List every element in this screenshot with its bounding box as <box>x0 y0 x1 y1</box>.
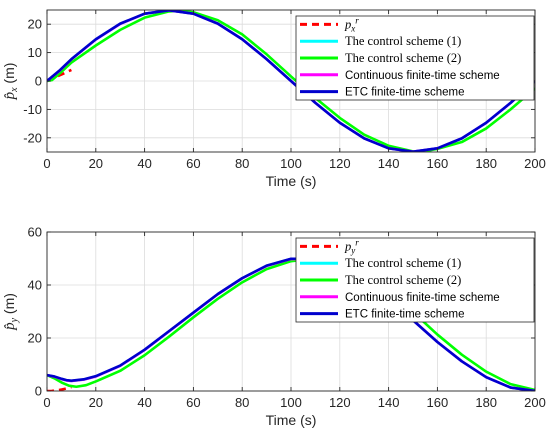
series-line-5 <box>47 10 535 152</box>
y-tick-label: -20 <box>23 130 42 145</box>
x-tick-label: 0 <box>43 156 50 171</box>
x-tick-label: 0 <box>43 395 50 410</box>
x-tick-label: 40 <box>137 156 151 171</box>
x-tick-label: 180 <box>475 156 497 171</box>
y-axis-label-subscript: x <box>9 87 20 93</box>
x-tick-label: 20 <box>89 156 103 171</box>
x-tick-label: 200 <box>524 156 546 171</box>
y-tick-label: -10 <box>23 102 42 117</box>
legend-label-4: Continuous finite-time scheme <box>345 292 500 304</box>
x-axis-label: Time (s) <box>266 173 317 189</box>
y-axis-label-subscript: y <box>9 317 20 323</box>
series-group <box>47 257 535 391</box>
legend-subscript: y <box>350 245 355 255</box>
legend-symbol: p <box>344 239 351 253</box>
chart-2: 0 20 40 60 80 100 120 140 160 180 200 0 20 40 60 Time (… <box>1 225 546 429</box>
y-axis-label: p̂x (m) <box>1 63 20 101</box>
chart-1: 0 20 40 60 80 100 120 140 160 180 200 -20 -10 0 10 20 Ti… <box>1 9 546 189</box>
x-axis-label: Time (s) <box>266 412 317 428</box>
x-tick-label: 200 <box>524 395 546 410</box>
legend-superscript: r <box>355 237 359 247</box>
legend-label-2: The control scheme (1) <box>345 34 461 48</box>
y-tick-label: 10 <box>28 45 42 60</box>
x-tick-label: 40 <box>137 395 151 410</box>
x-tick-label: 100 <box>280 156 302 171</box>
x-tick-label: 180 <box>475 395 497 410</box>
legend-superscript: r <box>355 15 359 25</box>
y-tick-label: 20 <box>28 331 42 346</box>
x-tick-label: 60 <box>186 156 200 171</box>
legend-label-5: ETC finite-time scheme <box>345 87 465 99</box>
legend-label-4: Continuous finite-time scheme <box>345 70 500 82</box>
x-tick-label: 20 <box>89 395 103 410</box>
x-tick-label: 60 <box>186 395 200 410</box>
x-tick-label: 160 <box>427 156 449 171</box>
legend-label-1: pyr <box>344 237 359 255</box>
legend-label-3: The control scheme (2) <box>345 51 461 65</box>
x-tick-label: 160 <box>427 395 449 410</box>
x-tick-label: 80 <box>235 156 249 171</box>
y-axis-label-unit: (m) <box>1 293 17 318</box>
y-tick-label: 60 <box>28 225 42 240</box>
x-tick-label: 80 <box>235 395 249 410</box>
y-axis-label-unit: (m) <box>1 63 17 88</box>
x-tick-label: 120 <box>329 156 351 171</box>
y-tick-label: 20 <box>28 17 42 32</box>
y-axis-label-symbol: p̂ <box>2 91 18 100</box>
x-tick-label: 100 <box>280 395 302 410</box>
y-tick-label: 0 <box>35 384 42 399</box>
legend-label-2: The control scheme (1) <box>345 256 461 270</box>
series-line-5 <box>47 257 535 391</box>
x-tick-label: 140 <box>378 395 400 410</box>
legend-label-3: The control scheme (2) <box>345 273 461 287</box>
legend-label-5: ETC finite-time scheme <box>345 309 465 321</box>
x-tick-label: 140 <box>378 156 400 171</box>
x-tick-label: 120 <box>329 395 351 410</box>
legend-symbol: p <box>344 17 351 31</box>
legend-label-1: pxr <box>344 15 359 33</box>
legend-subscript: x <box>350 23 355 33</box>
y-tick-label: 0 <box>35 74 42 89</box>
series-line-3 <box>47 257 535 391</box>
y-tick-label: 40 <box>28 278 42 293</box>
y-axis-label: p̂y (m) <box>1 293 20 331</box>
y-axis-label-symbol: p̂ <box>2 322 18 331</box>
